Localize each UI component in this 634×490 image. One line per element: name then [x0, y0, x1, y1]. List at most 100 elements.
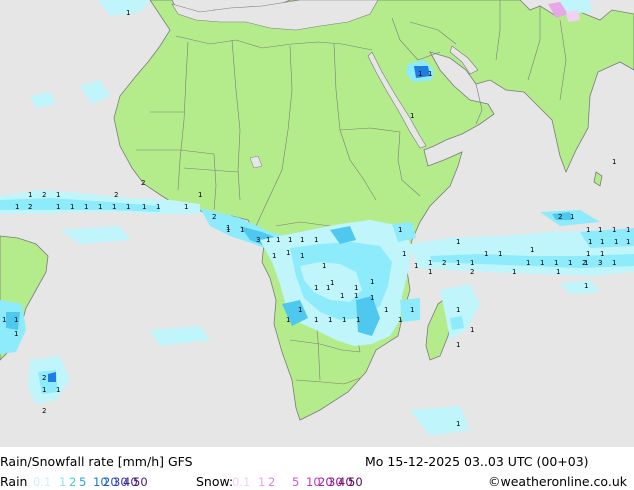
rain-value-label: 1: [370, 294, 374, 302]
rain-value-label: 1: [410, 306, 414, 314]
rain-value-label: 1: [328, 316, 332, 324]
snow-legend-item: 50: [348, 475, 363, 489]
rain-legend-item: 10: [93, 475, 108, 489]
rain-value-label: 1: [276, 236, 280, 244]
rain-legend-item: 2: [69, 475, 77, 489]
rain-value-label: 1: [330, 279, 334, 287]
rain-value-label: 1: [584, 259, 588, 267]
rain-value-label: 1: [266, 236, 270, 244]
rain-value-label: 1: [240, 226, 244, 234]
rain-value-label: 1: [2, 316, 6, 324]
rain-value-label: 1: [288, 236, 292, 244]
rain-legend-item: 5: [79, 475, 87, 489]
rain-value-label: 1: [586, 226, 590, 234]
rain-value-label: 1: [42, 386, 46, 394]
rain-value-label: 1: [84, 203, 88, 211]
rain-value-label: 1: [568, 259, 572, 267]
rain-value-label: 1: [370, 278, 374, 286]
rain-value-label: 1: [112, 203, 116, 211]
rain-value-label: 1: [286, 249, 290, 257]
mediterranean-sea: [171, 0, 379, 31]
rain-value-label: 2: [42, 191, 46, 199]
rain-value-label: 1: [340, 292, 344, 300]
rain-value-label: 1: [156, 203, 160, 211]
credit-link[interactable]: ©weatheronline.co.uk: [488, 474, 627, 489]
rain-value-label: 1: [498, 250, 502, 258]
rain-value-label: 2: [558, 213, 562, 221]
rain-value-label: 1: [428, 70, 432, 78]
rain-value-label: 1: [556, 268, 560, 276]
rain-value-label: 1: [456, 259, 460, 267]
rain-value-label: 1: [356, 316, 360, 324]
rain-value-label: 1: [56, 191, 60, 199]
rain-value-label: 1: [14, 316, 18, 324]
rain-value-label: 1: [470, 326, 474, 334]
rain-value-label: 2: [470, 268, 474, 276]
rain-value-label: 1: [456, 306, 460, 314]
rain-legend-item: 20: [103, 475, 118, 489]
rain-map: 1 1 2 1 1 2 1 1 1 1 1 1 2 1 1 1 2 1 2 1 …: [0, 0, 634, 447]
rain-value-label: 1: [428, 259, 432, 267]
rain-value-label: 1: [470, 259, 474, 267]
rain-value-label: 1: [226, 226, 230, 234]
rain-value-label: 1: [314, 236, 318, 244]
snow-legend-item: 40: [338, 475, 353, 489]
rain-value-label: 1: [398, 226, 402, 234]
rain-value-label: 1: [298, 306, 302, 314]
rain-value-label: 1: [14, 330, 18, 338]
rain-legend-item: 40: [123, 475, 138, 489]
rain-value-label: 1: [286, 316, 290, 324]
rain-value-label: 1: [322, 262, 326, 270]
rain-value-label: 1: [626, 226, 630, 234]
rain-value-label: 1: [530, 246, 534, 254]
rain-value-label: 1: [526, 259, 530, 267]
rain-value-label: 2: [141, 179, 145, 187]
rain-value-label: 1: [588, 238, 592, 246]
rain-value-label: 3: [598, 259, 602, 267]
rain-value-label: 1: [354, 292, 358, 300]
rain-value-label: 1: [414, 262, 418, 270]
rain-value-label: 1: [456, 341, 460, 349]
snow-legend-label: Snow:: [196, 474, 234, 489]
rain-value-label: 1: [410, 112, 414, 120]
rain-value-label: 3: [256, 236, 260, 244]
rain-value-label: 1: [456, 238, 460, 246]
rain-value-label: 1: [384, 306, 388, 314]
rain-value-label: 1: [56, 203, 60, 211]
rain-value-label: 1: [142, 203, 146, 211]
rain-value-label: 1: [126, 9, 130, 17]
rain-value-label: 1: [56, 386, 60, 394]
rain-value-label: 2: [42, 407, 46, 415]
red-sea: [367, 51, 427, 149]
rain-value-label: 1: [98, 203, 102, 211]
rain-value-label: 1: [126, 203, 130, 211]
rain-value-label: 1: [314, 316, 318, 324]
rain-legend-item: 50: [133, 475, 148, 489]
rain-value-label: 1: [586, 250, 590, 258]
rain-value-label: 1: [428, 268, 432, 276]
rain-value-label: 1: [15, 203, 19, 211]
map-datetime: Mo 15-12-2025 03..03 UTC (00+03): [365, 454, 589, 469]
rain-value-label: 2: [28, 203, 32, 211]
rain-value-label: 1: [198, 191, 202, 199]
rain-value-label: 1: [612, 259, 616, 267]
map-title: Rain/Snowfall rate [mm/h] GFS: [0, 454, 193, 469]
sri-lanka: [593, 171, 603, 187]
snow-legend-item: 30: [328, 475, 343, 489]
rain-value-label: 1: [600, 238, 604, 246]
rain-value-label: 1: [300, 236, 304, 244]
rain-value-label: 1: [402, 250, 406, 258]
snow-overlay: [548, 2, 580, 22]
rain-value-label: 1: [456, 420, 460, 428]
rain-value-label: 1: [354, 284, 358, 292]
rain-value-label: 1: [612, 158, 616, 166]
rain-value-label: 1: [600, 250, 604, 258]
snow-legend-item: 1: [258, 475, 266, 489]
rain-value-label: 2: [582, 259, 586, 267]
rain-value-label: 1: [512, 268, 516, 276]
rain-value-label: 1: [554, 259, 558, 267]
snow-legend-item: 0.1: [232, 475, 251, 489]
rain-value-label: 2: [212, 213, 216, 221]
rain-legend-item: 0.1: [33, 475, 52, 489]
rain-value-label: 1: [398, 316, 402, 324]
